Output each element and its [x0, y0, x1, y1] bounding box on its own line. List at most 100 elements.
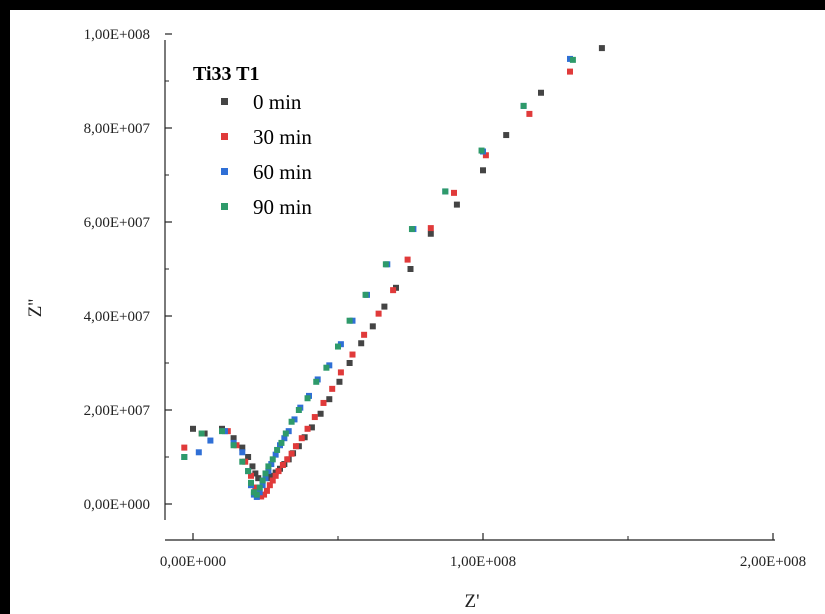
data-point	[292, 443, 299, 450]
series-30-min	[181, 68, 573, 500]
data-point	[268, 472, 275, 479]
data-point	[349, 351, 356, 358]
x-axis-title: Z'	[464, 591, 479, 612]
data-point	[239, 458, 246, 465]
data-point	[480, 167, 486, 174]
data-point	[261, 491, 268, 498]
data-point	[274, 446, 281, 453]
data-point	[311, 414, 318, 421]
data-point	[567, 68, 573, 75]
data-point	[245, 468, 252, 475]
y-tick-label: 1,00E+008	[84, 27, 150, 43]
y-axis-title: Z''	[25, 299, 46, 317]
data-point	[269, 477, 276, 484]
data-point	[478, 147, 485, 154]
axis-ticks	[165, 33, 774, 540]
data-point	[275, 468, 282, 475]
data-point	[269, 456, 276, 463]
legend-label: 0 min	[253, 90, 302, 114]
data-point	[181, 454, 188, 460]
data-point	[281, 435, 288, 442]
data-point	[259, 477, 266, 484]
x-tick-label: 1,00E+008	[450, 554, 516, 570]
data-point	[288, 450, 295, 457]
data-point	[248, 472, 254, 479]
data-point	[284, 456, 291, 463]
data-point	[323, 364, 330, 371]
data-point	[272, 472, 279, 479]
legend-title: Ti33 T1	[193, 63, 260, 85]
data-point	[265, 463, 272, 470]
data-point	[282, 430, 289, 437]
data-point	[408, 226, 415, 233]
data-point	[326, 396, 333, 403]
data-point	[207, 437, 214, 444]
data-point	[451, 189, 457, 196]
data-point	[308, 424, 315, 431]
data-point	[598, 45, 605, 52]
x-tick-label: 2,00E+008	[740, 554, 806, 570]
axis-tick-labels: 0,00E+000 2,00E+007 4,00E+007 6,00E+007 8,00…	[84, 27, 807, 570]
data-point	[503, 132, 510, 139]
data-points	[181, 45, 605, 500]
data-point	[520, 102, 527, 109]
data-point	[245, 454, 252, 460]
data-point	[336, 378, 343, 385]
data-point	[346, 360, 353, 366]
data-point	[249, 463, 256, 470]
data-point	[427, 225, 434, 232]
series-90-min	[181, 56, 576, 498]
data-point	[288, 418, 295, 425]
y-tick-label: 2,00E+007	[84, 403, 151, 419]
data-point	[272, 451, 279, 458]
data-point	[320, 399, 327, 406]
data-point	[230, 435, 237, 442]
data-point	[279, 461, 286, 468]
data-point	[219, 428, 225, 435]
data-point	[195, 449, 202, 456]
data-point	[239, 444, 246, 451]
data-point	[390, 287, 397, 294]
data-point	[248, 479, 254, 486]
series-60-min	[181, 55, 573, 500]
legend-label: 90 min	[253, 195, 312, 219]
data-point	[304, 425, 311, 432]
data-point	[253, 491, 260, 498]
data-point	[346, 317, 353, 324]
data-point	[317, 410, 324, 417]
legend-label: 60 min	[253, 160, 312, 184]
legend: Ti33 T1 0 min 30 min 60 min 90 min	[193, 63, 312, 219]
data-point	[427, 230, 434, 237]
legend-marker	[221, 168, 228, 175]
data-point	[482, 152, 489, 159]
data-point	[252, 484, 259, 491]
data-point	[304, 395, 311, 402]
data-point	[375, 310, 382, 317]
data-point	[362, 291, 369, 298]
data-point	[526, 110, 533, 117]
data-point	[278, 439, 285, 446]
legend-marker	[221, 98, 228, 105]
data-point	[404, 256, 411, 263]
data-point	[381, 303, 388, 310]
data-point	[369, 323, 376, 330]
data-point	[569, 56, 576, 63]
data-point	[298, 435, 305, 442]
chart-canvas: 0,00E+000 2,00E+007 4,00E+007 6,00E+007 8,00…	[10, 10, 825, 614]
data-point	[382, 261, 389, 268]
data-point	[313, 378, 320, 385]
data-point	[252, 470, 259, 477]
data-point	[337, 369, 344, 376]
y-tick-label: 0,00E+000	[84, 497, 150, 513]
data-point	[358, 340, 365, 347]
data-point	[335, 343, 341, 350]
data-point	[262, 470, 269, 477]
impedance-scatter-chart: 0,00E+000 2,00E+007 4,00E+007 6,00E+007 8,00…	[25, 27, 807, 612]
data-point	[198, 430, 205, 437]
data-point	[239, 449, 246, 456]
data-point	[256, 484, 263, 491]
data-point	[255, 475, 262, 482]
data-point	[190, 425, 196, 432]
data-point	[230, 442, 237, 449]
data-point	[263, 487, 270, 494]
